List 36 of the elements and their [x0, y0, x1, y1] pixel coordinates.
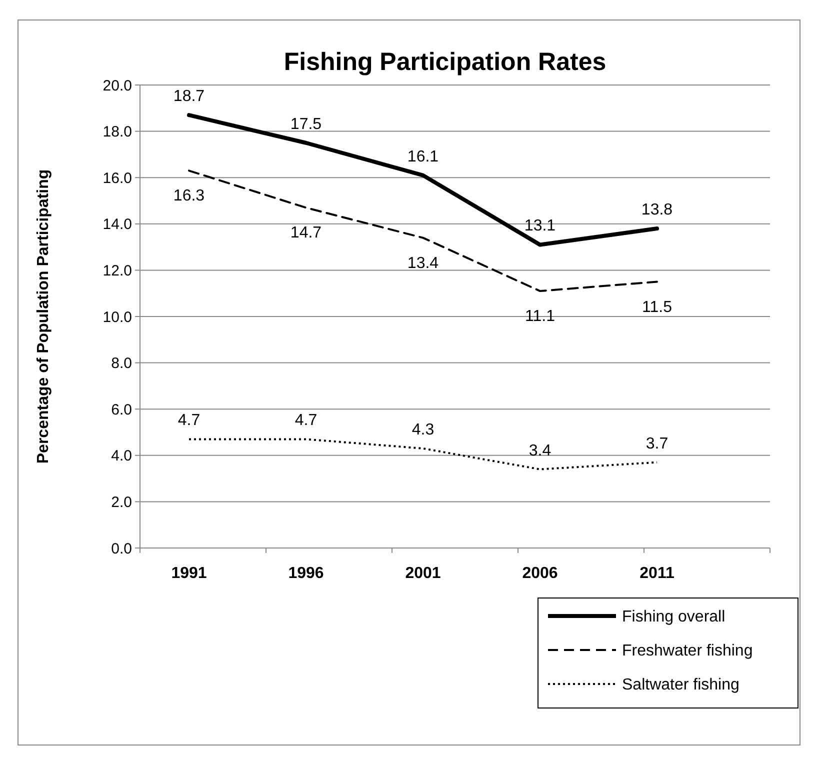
x-tick-label: 2011 — [640, 565, 674, 582]
y-tick-label: 6.0 — [111, 401, 132, 418]
y-tick-label: 14.0 — [102, 216, 132, 234]
x-tick-label: 2001 — [405, 565, 441, 582]
data-label: 13.1 — [524, 218, 556, 235]
data-label: 14.7 — [290, 224, 322, 242]
data-label: 16.1 — [407, 148, 439, 166]
y-tick-label: 12.0 — [102, 262, 132, 280]
data-label: 3.7 — [646, 435, 668, 452]
y-tick-label: 16.0 — [102, 170, 132, 187]
x-tick-label: 1996 — [288, 565, 324, 582]
data-label: 13.4 — [407, 254, 439, 272]
data-label: 16.3 — [173, 188, 205, 205]
data-label: 3.4 — [528, 442, 552, 460]
y-tick-label: 20.0 — [102, 77, 132, 94]
data-label: 4.7 — [178, 412, 200, 430]
y-tick-label: 4.0 — [111, 448, 132, 465]
data-label: 13.8 — [641, 202, 673, 219]
legend-label: Saltwater fishing — [622, 676, 740, 694]
data-label: 11.5 — [642, 298, 672, 316]
chart-title: Fishing Participation Rates — [284, 48, 606, 76]
y-tick-label: 0.0 — [111, 540, 132, 558]
data-label: 4.7 — [294, 412, 318, 430]
y-tick-label: 10.0 — [102, 308, 132, 326]
y-tick-label: 2.0 — [111, 494, 132, 511]
x-tick-label: 2006 — [522, 565, 558, 582]
data-label: 4.3 — [412, 421, 434, 438]
legend-label: Freshwater fishing — [622, 642, 753, 660]
y-axis-title: Percentage of Population Participating — [35, 169, 52, 464]
legend-label: Fishing overall — [622, 608, 726, 626]
data-label: 17.5 — [290, 116, 322, 133]
data-label: 18.7 — [173, 88, 205, 106]
x-tick-label: 1991 — [171, 565, 207, 582]
y-tick-label: 8.0 — [111, 355, 132, 372]
data-label: 11.1 — [525, 308, 556, 326]
y-tick-label: 18.0 — [102, 124, 132, 141]
